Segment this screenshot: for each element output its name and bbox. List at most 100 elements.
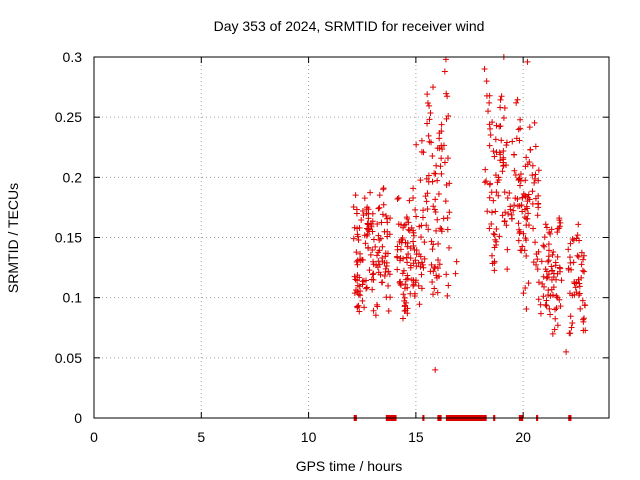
data-point [579,267,586,274]
data-point [375,258,382,265]
data-point [514,203,521,210]
data-point [486,142,493,149]
data-point [543,275,550,282]
x-tick-label: 15 [408,429,424,445]
data-point [574,252,581,259]
data-point [548,276,555,283]
data-point [577,305,584,312]
data-point [427,110,434,117]
data-point [506,190,513,197]
data-point [522,284,529,291]
data-point [520,290,527,297]
data-point [394,266,401,273]
data-point [404,275,411,282]
data-point [488,221,495,228]
data-point [404,284,411,291]
data-point [486,121,493,128]
data-point [540,242,547,249]
data-point [535,248,542,255]
data-point [428,261,435,268]
data-point [434,177,441,184]
data-point [424,100,431,107]
data-point [432,366,439,373]
data-point [431,285,438,292]
data-point [396,279,403,286]
data-point [565,266,572,273]
data-point [445,282,452,289]
data-point [503,139,510,146]
data-point [418,234,425,241]
data-point [579,297,586,304]
data-point [354,304,361,311]
data-point [545,257,552,264]
data-point [529,188,536,195]
data-point [436,261,443,268]
data-point [523,154,530,161]
data-point [490,148,497,155]
data-point [531,119,538,126]
data-point [385,282,392,289]
data-point [485,108,492,115]
data-point [494,179,501,186]
data-point [438,228,445,235]
data-point [529,162,536,169]
data-point [363,210,370,217]
data-point [542,301,549,308]
data-point [582,327,589,334]
data-point [542,266,549,273]
data-point [446,209,453,216]
data-point [568,324,575,331]
data-point [435,240,442,247]
data-point [535,177,542,184]
data-point [353,249,360,256]
data-point [569,320,576,327]
data-point [541,234,548,241]
data-point [525,191,532,198]
data-point [580,316,587,323]
x-axis-label: GPS time / hours [296,458,403,474]
data-point [500,115,507,122]
data-point [444,226,451,233]
data-point [429,246,436,253]
data-point [550,249,557,256]
data-point [351,290,358,297]
y-tick-label: 0.05 [55,350,82,366]
data-point [369,228,376,235]
data-point [435,191,442,198]
data-point [522,235,529,242]
data-point [582,302,589,309]
x-tick-label: 5 [197,429,205,445]
data-point [534,212,541,219]
data-point [403,299,410,306]
data-point [420,264,427,271]
data-point [379,243,386,250]
data-point [403,254,410,261]
data-point [537,310,544,317]
data-point [413,277,420,284]
data-point [488,189,495,196]
data-point [412,257,419,264]
data-point [444,155,451,162]
data-point [416,251,423,258]
x-tick-label: 0 [90,429,98,445]
data-point [554,294,561,301]
data-point [567,259,574,266]
data-point [375,269,382,276]
data-point [575,253,582,260]
data-point [377,235,384,242]
y-axis-label: SRMTID / TECUs [5,183,21,293]
data-point [504,246,511,253]
data-point [541,283,548,290]
data-point [441,159,448,166]
data-point [405,226,412,233]
data-point [405,250,412,257]
data-point [404,239,411,246]
data-point [581,315,588,322]
data-point [580,252,587,259]
data-point [363,284,370,291]
data-point [495,174,502,181]
data-point [481,179,488,186]
plot-frame [93,56,610,419]
data-point [519,243,526,250]
